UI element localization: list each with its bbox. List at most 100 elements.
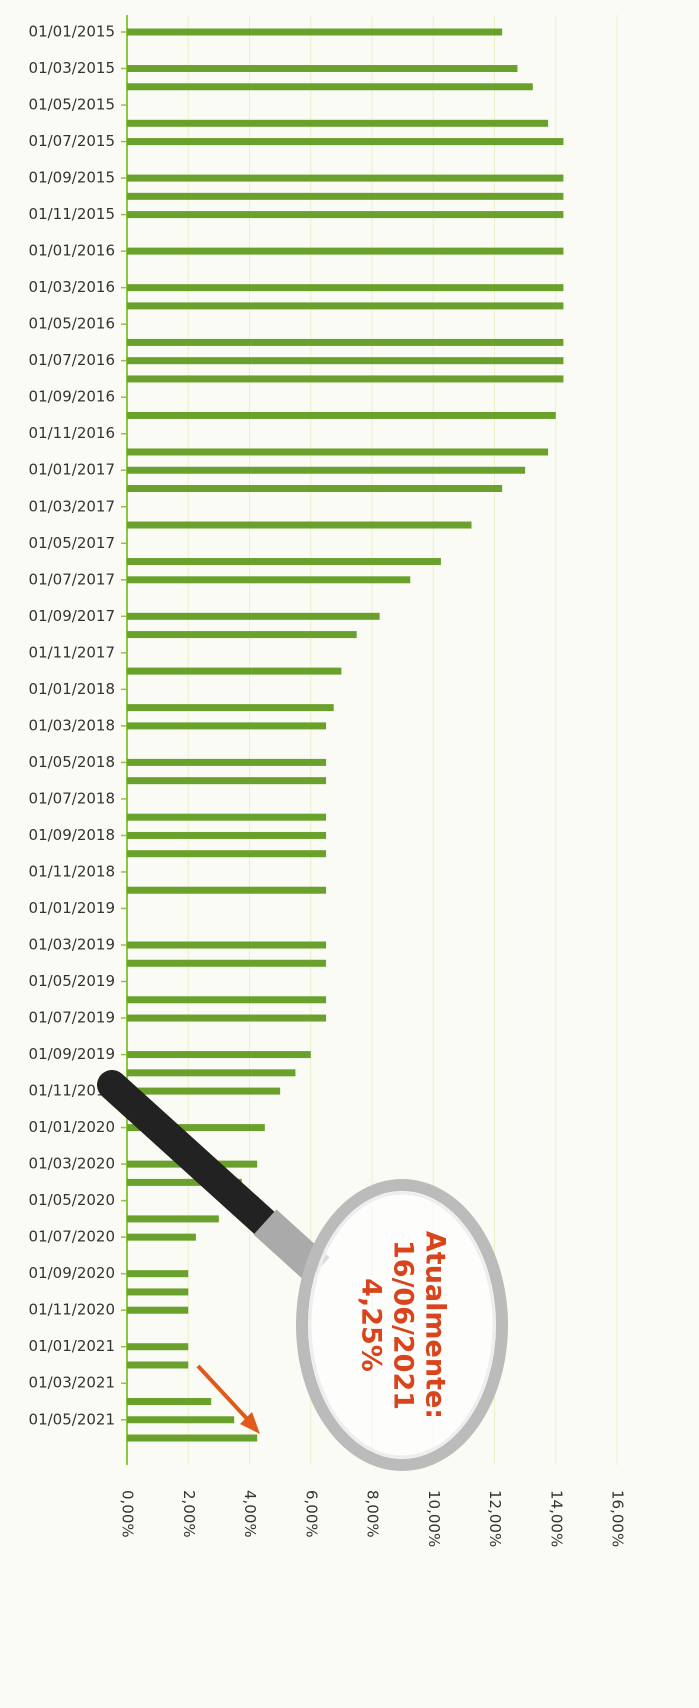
bar <box>127 1361 189 1369</box>
y-tick-label: 01/05/2018 <box>29 753 115 771</box>
y-tick-label: 01/01/2019 <box>29 899 115 917</box>
bar <box>127 28 503 36</box>
bar <box>127 831 327 839</box>
y-tick-label: 01/05/2017 <box>29 534 115 552</box>
annotation-line: 16/06/2021 <box>388 1240 419 1410</box>
bar <box>127 667 342 675</box>
bar <box>127 1014 327 1022</box>
y-tick-label: 01/03/2019 <box>29 936 115 954</box>
y-tick-label: 01/03/2017 <box>29 497 115 515</box>
bar <box>127 375 564 383</box>
annotation-line: Atualmente: <box>420 1231 451 1419</box>
annotation: Atualmente: 16/06/2021 4,25% <box>356 1231 451 1419</box>
bar <box>127 631 357 639</box>
bar <box>127 1398 212 1405</box>
x-tick-label: 6,00% <box>302 1490 320 1538</box>
bar <box>127 813 327 821</box>
y-tick-label: 01/01/2015 <box>29 23 115 41</box>
x-tick-label: 2,00% <box>180 1490 198 1538</box>
bar <box>127 777 327 785</box>
y-tick-label: 01/11/2018 <box>29 862 115 880</box>
y-tick-label: 01/07/2017 <box>29 570 115 588</box>
y-tick-label: 01/11/2017 <box>29 643 115 661</box>
bar <box>127 65 518 73</box>
bar <box>127 558 441 566</box>
bar <box>127 1343 189 1351</box>
y-tick-label: 01/11/2019 <box>29 1082 115 1100</box>
bar <box>127 1124 265 1132</box>
bar <box>127 485 503 492</box>
bar <box>127 1233 196 1241</box>
bar <box>127 119 549 127</box>
y-tick-label: 01/05/2019 <box>29 972 115 990</box>
bar <box>127 174 564 182</box>
y-tick-label: 01/07/2018 <box>29 789 115 807</box>
y-tick-label: 01/11/2015 <box>29 205 115 223</box>
y-tick-label: 01/05/2020 <box>29 1191 115 1209</box>
bar <box>127 576 411 584</box>
y-tick-label: 01/01/2020 <box>29 1118 115 1136</box>
bar <box>127 211 564 219</box>
y-tick-label: 01/07/2016 <box>29 351 115 369</box>
y-tick-label: 01/01/2018 <box>29 680 115 698</box>
y-tick-label: 01/07/2015 <box>29 132 115 150</box>
bar <box>127 612 380 620</box>
bar <box>127 886 327 894</box>
arrow <box>196 1364 260 1434</box>
bar <box>127 247 564 255</box>
bar <box>127 521 472 529</box>
x-tick-label: 8,00% <box>364 1490 382 1538</box>
bar <box>127 1288 189 1296</box>
x-tick-label: 16,00% <box>609 1490 627 1547</box>
bar <box>127 1069 296 1077</box>
bar <box>127 338 564 346</box>
x-tick-label: 14,00% <box>547 1490 565 1547</box>
bar <box>127 1051 311 1059</box>
bar <box>127 83 533 91</box>
y-tick-label: 01/11/2016 <box>29 424 115 442</box>
bar <box>127 1087 281 1095</box>
y-tick-label: 01/03/2015 <box>29 59 115 77</box>
y-tick-label: 01/05/2016 <box>29 315 115 333</box>
y-tick-label: 01/03/2018 <box>29 716 115 734</box>
y-tick-label: 01/03/2020 <box>29 1155 115 1173</box>
y-tick-label: 01/01/2017 <box>29 461 115 479</box>
bar <box>127 704 334 712</box>
bar <box>127 1215 219 1223</box>
bar <box>127 411 556 419</box>
y-tick-label: 01/09/2015 <box>29 169 115 187</box>
y-tick-label: 01/01/2016 <box>29 242 115 260</box>
bar <box>127 1270 189 1278</box>
x-tick-label: 12,00% <box>486 1490 504 1547</box>
y-tick-label: 01/07/2019 <box>29 1009 115 1027</box>
bar <box>127 284 564 292</box>
bar <box>127 959 327 967</box>
x-tick-label: 4,00% <box>241 1490 259 1538</box>
magnifier <box>97 1070 508 1471</box>
y-tick-label: 01/09/2016 <box>29 388 115 406</box>
bar <box>127 758 327 766</box>
bar <box>127 448 549 456</box>
bar <box>127 192 564 200</box>
y-tick-label: 01/09/2018 <box>29 826 115 844</box>
bar <box>127 138 564 146</box>
bar <box>127 1178 242 1186</box>
bar <box>127 1306 189 1314</box>
bar <box>127 722 327 730</box>
bar <box>127 1434 258 1442</box>
bar <box>127 357 564 365</box>
x-tick-label: 0,00% <box>119 1490 137 1538</box>
y-tick-label: 01/09/2020 <box>29 1264 115 1282</box>
y-tick-label: 01/01/2021 <box>29 1337 115 1355</box>
bar <box>127 1416 235 1424</box>
bar <box>127 850 327 858</box>
bar <box>127 466 526 474</box>
y-tick-label: 01/09/2017 <box>29 607 115 625</box>
y-tick-label: 01/09/2019 <box>29 1045 115 1063</box>
bar <box>127 302 564 310</box>
x-tick-label: 10,00% <box>425 1490 443 1547</box>
y-tick-label: 01/03/2021 <box>29 1374 115 1392</box>
bar <box>127 996 327 1004</box>
y-tick-label: 01/05/2015 <box>29 96 115 114</box>
